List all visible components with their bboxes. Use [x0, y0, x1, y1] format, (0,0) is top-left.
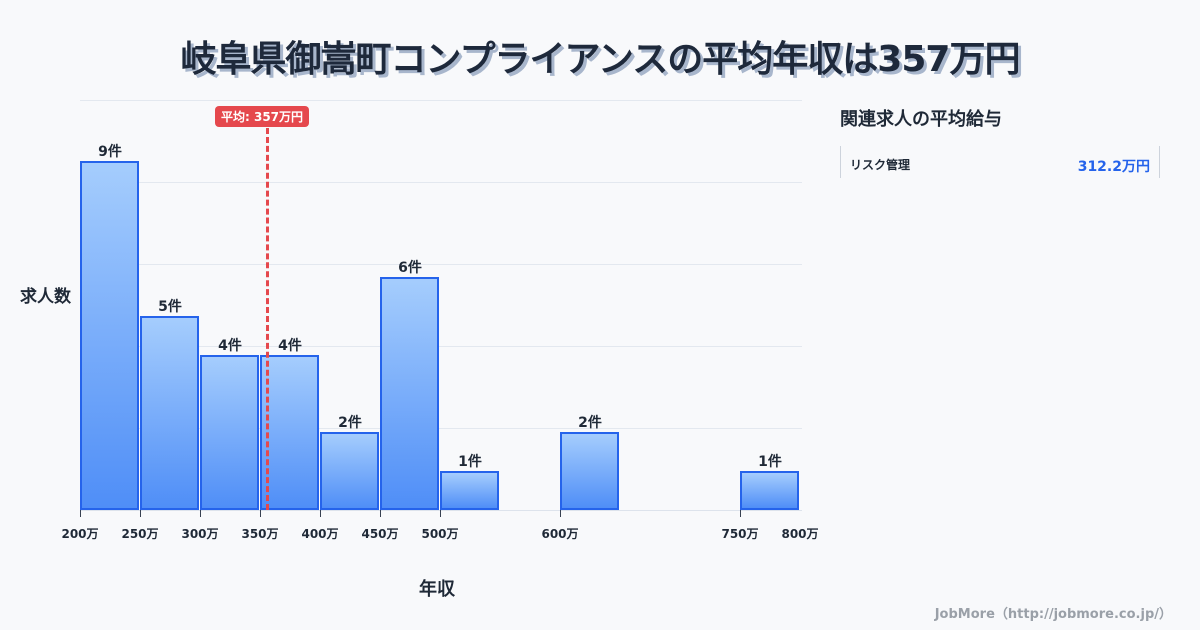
bar-750-800 — [740, 471, 799, 510]
related-job-salary: 312.2万円 — [1077, 159, 1150, 175]
x-tick-label: 350万 — [241, 527, 279, 541]
x-tick — [560, 510, 561, 517]
bar-500-550 — [440, 471, 499, 510]
bar-label: 9件 — [98, 144, 122, 160]
gridline — [80, 182, 802, 183]
gridline — [80, 100, 802, 101]
page-title: 岐阜県御嵩町コンプライアンスの平均年収は357万円 — [180, 39, 1021, 80]
bar-450-500 — [380, 277, 439, 510]
x-tick-label: 500万 — [421, 527, 459, 541]
gridline — [80, 264, 802, 265]
x-tick — [380, 510, 381, 517]
x-tick — [740, 510, 741, 517]
x-tick-label: 450万 — [361, 527, 399, 541]
bar-350-400 — [260, 355, 319, 510]
average-badge: 平均: 357万円 — [215, 106, 310, 127]
related-job-name: リスク管理 — [850, 158, 911, 172]
bar-200-250 — [80, 161, 139, 510]
x-axis — [80, 510, 802, 511]
x-tick — [80, 510, 81, 517]
x-tick-label: 400万 — [301, 527, 339, 541]
bar-250-300 — [140, 316, 199, 510]
bar-label: 4件 — [218, 338, 242, 354]
average-line — [266, 128, 269, 510]
bar-300-350 — [200, 355, 259, 510]
x-tick-label: 800万 — [781, 527, 819, 541]
related-jobs-title: 関連求人の平均給与 — [840, 109, 1002, 130]
bar-label: 4件 — [278, 338, 302, 354]
bar-label: 1件 — [458, 454, 482, 470]
bar-600-650 — [560, 432, 619, 510]
bar-label: 2件 — [578, 415, 602, 431]
bar-label: 6件 — [398, 260, 422, 276]
related-job-item: リスク管理 312.2万円 — [840, 146, 1160, 178]
x-axis-label: 年収 — [419, 579, 455, 600]
x-tick — [440, 510, 441, 517]
bar-label: 1件 — [758, 454, 782, 470]
x-tick-label: 300万 — [181, 527, 219, 541]
bar-label: 2件 — [338, 415, 362, 431]
x-tick — [140, 510, 141, 517]
bar-400-450 — [320, 432, 379, 510]
x-tick — [320, 510, 321, 517]
x-tick-label: 250万 — [121, 527, 159, 541]
x-tick — [260, 510, 261, 517]
gridline — [80, 346, 802, 347]
x-tick-label: 750万 — [721, 527, 759, 541]
histogram-chart: 求人数 年収 9件 5件 4件 4件 2件 6件 1件 2件 1件 200万 2… — [20, 100, 819, 600]
x-tick-label: 200万 — [61, 527, 99, 541]
x-tick — [200, 510, 201, 517]
bar-label: 5件 — [158, 299, 182, 315]
x-tick-label: 600万 — [541, 527, 579, 541]
gridline — [80, 428, 802, 429]
footer-credit: JobMore（http://jobmore.co.jp/） — [934, 607, 1172, 622]
y-axis-label: 求人数 — [20, 287, 71, 307]
